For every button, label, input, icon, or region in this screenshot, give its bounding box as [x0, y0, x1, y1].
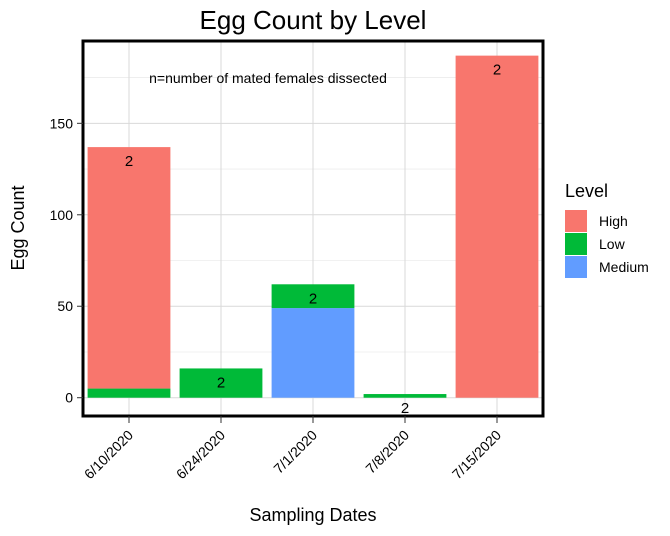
x-tick-label: 6/24/2020	[173, 427, 229, 483]
legend-label-medium: Medium	[599, 259, 649, 275]
bar-segment-medium	[271, 308, 355, 398]
y-axis-label: Egg Count	[8, 185, 28, 270]
chart-title: Egg Count by Level	[200, 5, 427, 35]
bar-segment-low	[87, 388, 171, 398]
bar-n-label: 2	[401, 400, 409, 417]
x-axis-label: Sampling Dates	[249, 505, 376, 525]
x-tick-label: 7/1/2020	[270, 427, 320, 477]
bar-segment-low	[271, 284, 355, 309]
chart-annotation: n=number of mated females dissected	[149, 70, 387, 86]
bar-n-label: 2	[125, 153, 133, 170]
legend-key-medium	[565, 256, 587, 278]
y-tick-label: 100	[50, 207, 74, 223]
bar-n-label: 2	[493, 62, 501, 79]
bar-segment-high	[455, 55, 539, 398]
bar-n-label: 2	[309, 290, 317, 307]
bar-segment-high	[87, 147, 171, 389]
y-tick-label: 50	[57, 298, 73, 314]
bars	[87, 55, 539, 398]
legend-title: Level	[565, 181, 608, 201]
y-tick-label: 0	[65, 390, 73, 406]
x-axis: 6/10/2020 6/24/2020 7/1/2020 7/8/2020 7/15/2…	[81, 416, 505, 483]
x-tick-label: 6/10/2020	[81, 427, 137, 483]
legend-key-low	[565, 233, 587, 255]
y-axis: 0 50 100 150	[50, 115, 83, 406]
x-tick-label: 7/8/2020	[362, 427, 412, 477]
bar-segment-low	[179, 368, 263, 398]
bar-labels: 2 2 2 2 2	[125, 62, 501, 417]
legend: Level High Low Medium	[565, 181, 649, 278]
bar-segment-low	[363, 394, 447, 398]
legend-label-high: High	[599, 213, 628, 229]
legend-key-high	[565, 210, 587, 232]
y-tick-label: 150	[50, 115, 74, 131]
legend-label-low: Low	[599, 236, 626, 252]
bar-n-label: 2	[217, 374, 225, 391]
x-tick-label: 7/15/2020	[449, 427, 505, 483]
